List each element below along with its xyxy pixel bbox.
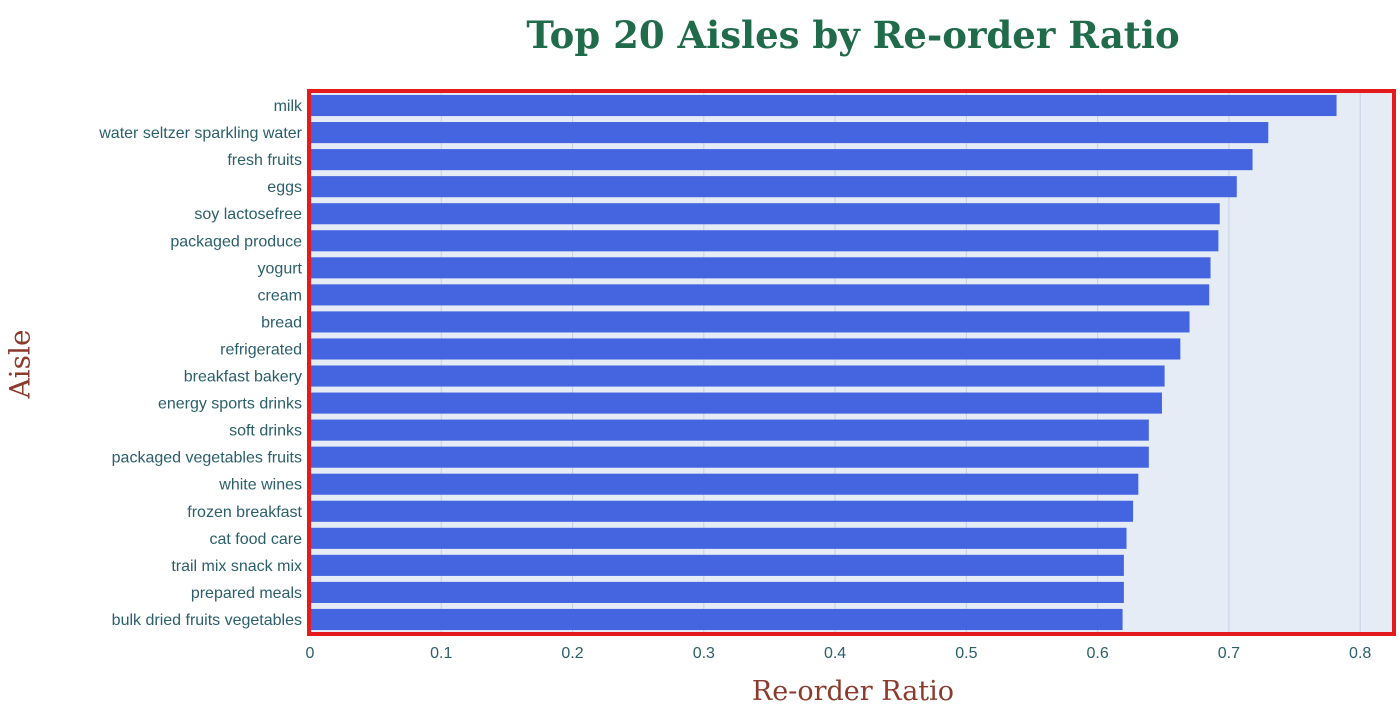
category-label: soy lactosefree [194, 206, 302, 223]
bar [310, 554, 1124, 576]
category-labels: milk water seltzer sparkling water fresh f… [98, 98, 303, 629]
x-tick-label: 0.8 [1349, 645, 1371, 662]
category-label: water seltzer sparkling water [98, 125, 302, 142]
category-label: bulk dried fruits vegetables [112, 612, 302, 629]
bar [310, 500, 1134, 522]
category-label: cat food care [210, 531, 303, 548]
bar [310, 122, 1269, 144]
category-label: prepared meals [191, 585, 302, 602]
bars [310, 94, 1337, 631]
x-axis-label: Re-order Ratio [751, 676, 955, 707]
bar [310, 284, 1210, 306]
bar [310, 392, 1162, 414]
category-label: milk [274, 98, 303, 115]
bar [310, 473, 1139, 495]
bar [310, 311, 1190, 333]
bar [310, 446, 1149, 468]
x-tick-labels: 0 0.1 0.2 0.3 0.4 0.5 0.6 0.7 0.8 [306, 645, 1372, 662]
bar [310, 338, 1181, 360]
category-label: trail mix snack mix [171, 558, 302, 575]
bar [310, 365, 1165, 387]
bar [310, 257, 1211, 279]
category-label: refrigerated [220, 341, 302, 358]
category-label: fresh fruits [227, 152, 302, 169]
bar [310, 149, 1253, 171]
bar [310, 230, 1219, 252]
category-label: bread [261, 314, 302, 331]
category-label: white wines [218, 477, 302, 494]
bar [310, 94, 1337, 117]
category-label: packaged vegetables fruits [112, 450, 302, 467]
x-tick-label: 0.4 [824, 645, 846, 662]
chart-title: Top 20 Aisles by Re-order Ratio [526, 13, 1180, 57]
category-label: breakfast bakery [184, 369, 302, 386]
category-label: soft drinks [229, 423, 302, 440]
bar [310, 581, 1124, 603]
category-label: cream [258, 287, 302, 304]
x-tick-label: 0.6 [1087, 645, 1109, 662]
category-label: frozen breakfast [187, 504, 302, 521]
category-label: yogurt [258, 260, 303, 277]
bar [310, 527, 1127, 549]
bar [310, 203, 1220, 225]
plot-area [310, 92, 1393, 633]
x-tick-label: 0.1 [430, 645, 452, 662]
x-tick-label: 0 [306, 645, 315, 662]
bar [310, 419, 1149, 441]
category-label: energy sports drinks [158, 396, 302, 413]
bar [310, 176, 1237, 198]
x-tick-label: 0.7 [1218, 645, 1240, 662]
x-tick-label: 0.3 [693, 645, 715, 662]
highlight-border [307, 89, 1396, 636]
bar [310, 608, 1123, 631]
category-label: eggs [267, 179, 302, 196]
x-tick-label: 0.5 [955, 645, 977, 662]
x-tick-label: 0.2 [561, 645, 583, 662]
category-label: packaged produce [170, 233, 302, 250]
